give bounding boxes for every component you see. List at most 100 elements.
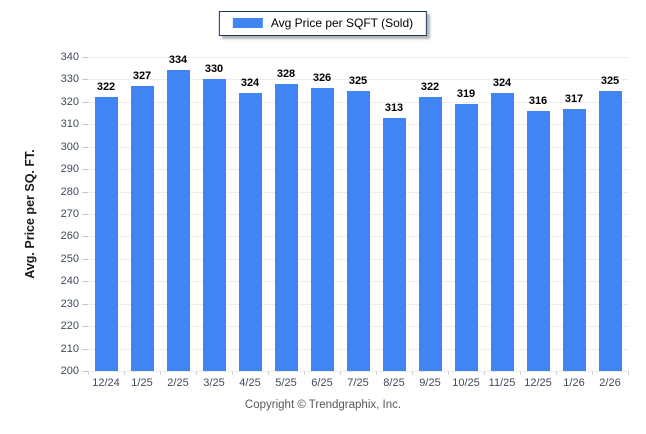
bar [526,110,550,371]
y-tick-mark [82,79,88,81]
x-tick-mark [376,371,377,375]
x-tick-label: 4/25 [239,377,261,389]
bar [166,70,190,371]
y-tick-label: 220 [60,320,79,333]
y-axis-title: Avg. Price per SQ. FT. [23,149,37,279]
bar-value-label: 326 [312,72,332,85]
x-tick-mark [124,371,125,375]
y-tick-mark [82,326,88,328]
y-tick-label: 270 [60,208,79,220]
y-tick-mark [82,101,88,103]
bar-value-label: 325 [348,74,368,87]
x-tick-label: 2/25 [167,377,189,389]
y-tick-mark [82,236,88,238]
bar-value-label: 316 [528,94,548,107]
x-tick-mark [520,371,521,375]
x-tick-label: 12/24 [92,377,120,389]
bar [598,90,622,371]
x-tick-mark [88,371,89,375]
gridline [88,57,628,58]
y-tick-label: 340 [60,51,79,63]
y-tick-label: 250 [60,252,79,265]
y-tick-mark [82,57,88,58]
legend-label: Avg Price per SQFT (Sold) [270,16,414,30]
x-tick-mark [412,371,413,375]
x-tick-label: 5/25 [275,377,297,389]
bar [490,92,514,371]
x-tick-label: 1/26 [563,377,585,389]
bar-value-label: 324 [240,76,260,89]
bar [94,97,118,371]
copyright-text: Copyright © Trendgraphix, Inc. [244,399,402,411]
y-tick-mark [82,348,88,350]
bar [238,92,262,371]
x-tick-label: 9/25 [419,377,441,389]
x-tick-mark [160,371,161,375]
bar-value-label: 330 [204,63,224,76]
y-tick-label: 210 [60,342,79,355]
bar-value-label: 313 [384,101,404,114]
legend-box: Avg Price per SQFT (Sold) [218,11,428,36]
y-tick-label: 320 [60,95,79,108]
gridline [88,371,628,372]
x-tick-mark [196,371,197,375]
x-tick-label: 7/25 [347,377,369,389]
x-tick-mark [232,371,233,375]
bar-value-label: 319 [456,88,476,101]
x-tick-mark [448,371,449,375]
y-tick-mark [82,169,88,171]
x-tick-label: 3/25 [203,377,225,389]
y-tick-mark [82,214,88,215]
y-tick-mark [82,371,88,372]
y-tick-label: 280 [60,185,79,198]
x-tick-label: 8/25 [383,377,405,389]
y-tick-label: 290 [60,163,79,176]
x-tick-mark [340,371,341,375]
y-tick-label: 300 [60,140,79,153]
bar [274,83,298,371]
legend-swatch-icon [232,18,263,28]
plot-area: 200 210 220 230 240 250 260 270 280 290 300 310 320 3… [61,51,629,389]
x-tick-mark [592,371,593,375]
bar-value-label: 327 [132,70,152,83]
y-tick-label: 240 [60,275,79,288]
x-tick-mark [556,371,557,375]
y-tick-label: 330 [60,73,79,86]
x-tick-mark [628,371,629,375]
x-tick-mark [304,371,305,375]
gridline [88,79,628,81]
bar-value-label: 324 [492,76,512,89]
x-tick-label: 6/25 [311,377,333,389]
bar-value-label: 334 [168,54,188,67]
x-tick-label: 12/25 [524,377,552,389]
y-tick-mark [82,191,88,193]
bar [346,90,370,371]
y-tick-label: 230 [60,297,79,310]
y-tick-label: 260 [60,230,79,243]
x-tick-label: 1/25 [131,377,153,389]
y-tick-mark [82,281,88,283]
x-tick-mark [268,371,269,375]
y-tick-mark [82,146,88,148]
x-tick-label: 2/26 [599,377,621,389]
y-tick-mark [82,303,88,305]
y-tick-label: 310 [60,118,79,131]
bar [310,88,334,371]
y-tick-label: 200 [60,365,79,377]
bar-value-label: 322 [420,81,440,94]
bar-value-label: 322 [96,81,116,94]
bar-value-label: 325 [600,74,620,87]
bar [130,86,154,371]
bar-value-label: 328 [276,67,296,80]
bar [454,104,478,371]
bar [382,117,406,371]
x-tick-mark [484,371,485,375]
bar [202,79,226,371]
bar [418,97,442,371]
bar [562,108,586,371]
y-tick-mark [82,124,88,126]
x-tick-label: 11/25 [488,377,516,389]
y-tick-mark [82,258,88,260]
bar-value-label: 317 [564,92,584,105]
